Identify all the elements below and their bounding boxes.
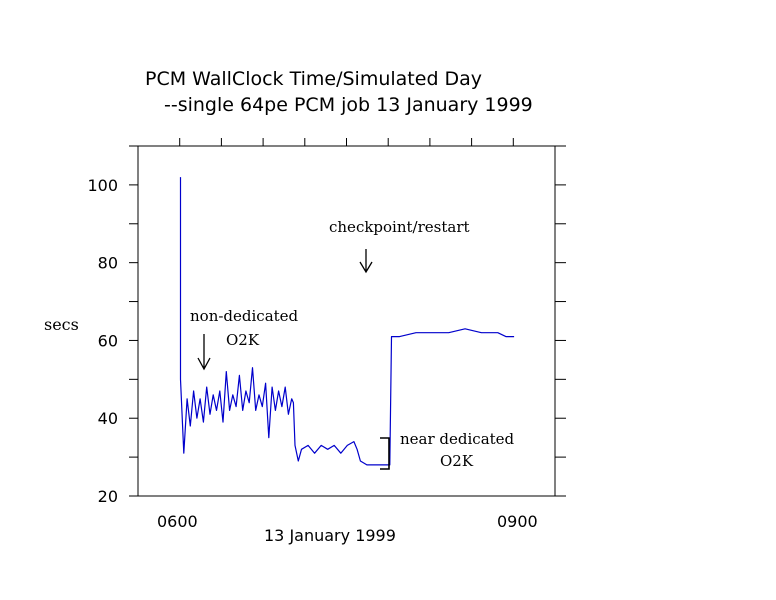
y-tick-label-80: 80 xyxy=(98,254,118,273)
non-dedicated-arrow xyxy=(197,334,211,371)
left-y-ticks xyxy=(129,145,138,497)
x-axis-label: 13 January 1999 xyxy=(264,526,396,545)
x-tick-label-0600: 0600 xyxy=(157,512,198,531)
near-dedicated-bracket xyxy=(380,437,390,470)
series-line xyxy=(179,177,515,466)
y-axis-label: secs xyxy=(44,315,79,334)
chart-title: PCM WallClock Time/Simulated Day xyxy=(145,68,482,90)
chart-subtitle: --single 64pe PCM job 13 January 1999 xyxy=(164,94,533,116)
checkpoint-arrow xyxy=(359,249,373,274)
annotation-near-dedicated-line2: O2K xyxy=(440,452,474,470)
y-tick-labels: 20 40 60 80 100 xyxy=(87,176,118,506)
x-tick-label-0900: 0900 xyxy=(497,512,538,531)
annotation-non-dedicated-line1: non-dedicated xyxy=(190,307,299,325)
y-tick-label-40: 40 xyxy=(98,409,118,428)
annotation-checkpoint-restart: checkpoint/restart xyxy=(329,218,470,236)
y-tick-label-20: 20 xyxy=(98,487,118,506)
y-tick-label-100: 100 xyxy=(87,176,118,195)
top-x-ticks xyxy=(179,138,514,146)
annotation-near-dedicated-line1: near dedicated xyxy=(400,430,515,448)
y-tick-label-60: 60 xyxy=(98,331,118,350)
annotation-non-dedicated-line2: O2K xyxy=(226,331,260,349)
right-y-ticks xyxy=(555,145,566,497)
